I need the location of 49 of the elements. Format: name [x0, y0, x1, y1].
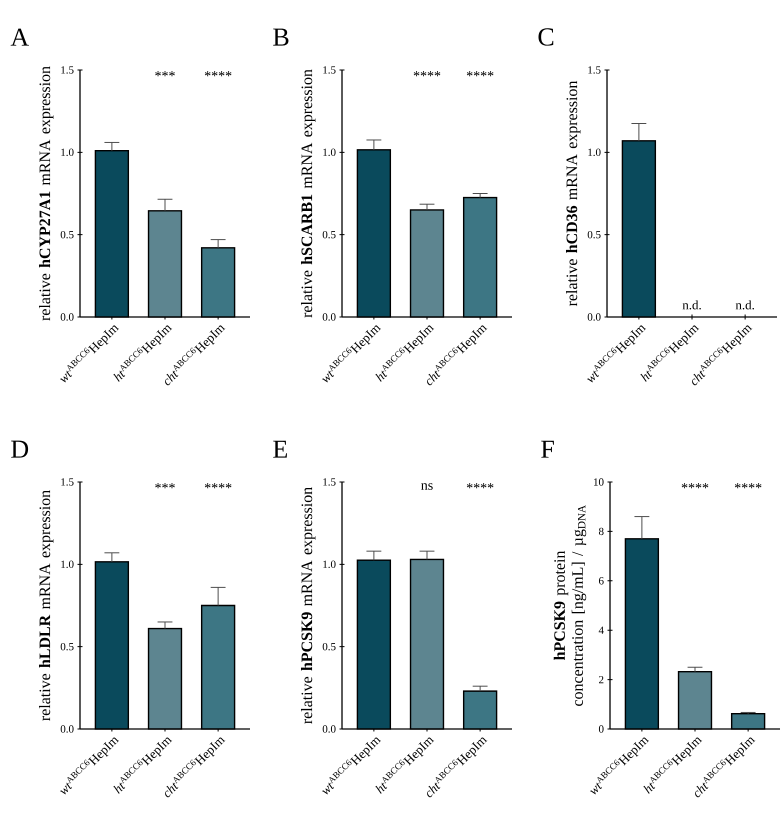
y-tick-label: 0.5 [322, 642, 336, 650]
y-tick-label: 4 [598, 626, 604, 634]
y-tick-label: 0.0 [60, 725, 74, 733]
y-tick-label: 0.5 [60, 230, 74, 238]
y-tick-label: 0.0 [60, 313, 74, 321]
text: n.d. [682, 300, 701, 310]
y-tick-label: 1.5 [61, 478, 74, 486]
y-axis-title: relative hCYP27A1 mRNA expression [38, 66, 54, 321]
chart-title: E [273, 440, 287, 458]
chart-title: D [11, 440, 28, 458]
y-tick-label: 1.0 [61, 560, 74, 568]
y-tick-label: 2 [599, 676, 604, 684]
y-tick-label: 0.0 [322, 313, 336, 321]
annotation: **** [682, 483, 708, 488]
y-tick-label: 1.0 [61, 148, 74, 156]
chart-title: B [273, 28, 288, 46]
y-tick-label: 0.5 [60, 642, 74, 650]
y-tick-label: 0.5 [322, 230, 336, 238]
y-tick-label: 1.5 [588, 66, 601, 74]
annotation: *** [155, 483, 175, 488]
annotation: **** [414, 71, 440, 76]
annotation: **** [204, 71, 232, 76]
y-tick-label: 1.0 [323, 148, 336, 156]
chart-title: F [541, 440, 554, 458]
annotation: **** [466, 71, 494, 76]
chart-title: A [10, 28, 29, 46]
annotation: ns [421, 483, 433, 490]
text: n.d. [736, 300, 754, 310]
y-tick-label: 8 [598, 528, 604, 536]
y-tick-label: 0 [598, 725, 604, 733]
y-tick-label: 6 [598, 577, 604, 584]
y-axis-title: relative hLDLR mRNA expression [38, 490, 54, 721]
y-axis-title: relative hPCSK9 mRNA expression [300, 487, 316, 724]
y-tick-label: 10 [594, 478, 604, 486]
annotation: **** [204, 483, 232, 488]
annotation: **** [734, 483, 762, 488]
y-tick-label: 1.5 [61, 66, 74, 74]
y-tick-label: 1.5 [323, 66, 336, 74]
annotation: **** [466, 483, 494, 488]
y-tick-label: 0.0 [322, 725, 336, 733]
y-tick-label: 0.5 [588, 230, 601, 238]
y-tick-label: 0.0 [588, 313, 601, 321]
y-tick-label: 1.5 [323, 478, 336, 486]
y-axis-title: relative hCD36 mRNA expression [566, 80, 580, 306]
annotation: *** [155, 71, 175, 76]
y-axis-title: relative hSCARB1 mRNA expression [300, 69, 316, 318]
y-tick-label: 1.0 [588, 148, 601, 156]
chart-title: C [538, 28, 554, 46]
y-tick-label: 1.0 [323, 560, 336, 568]
